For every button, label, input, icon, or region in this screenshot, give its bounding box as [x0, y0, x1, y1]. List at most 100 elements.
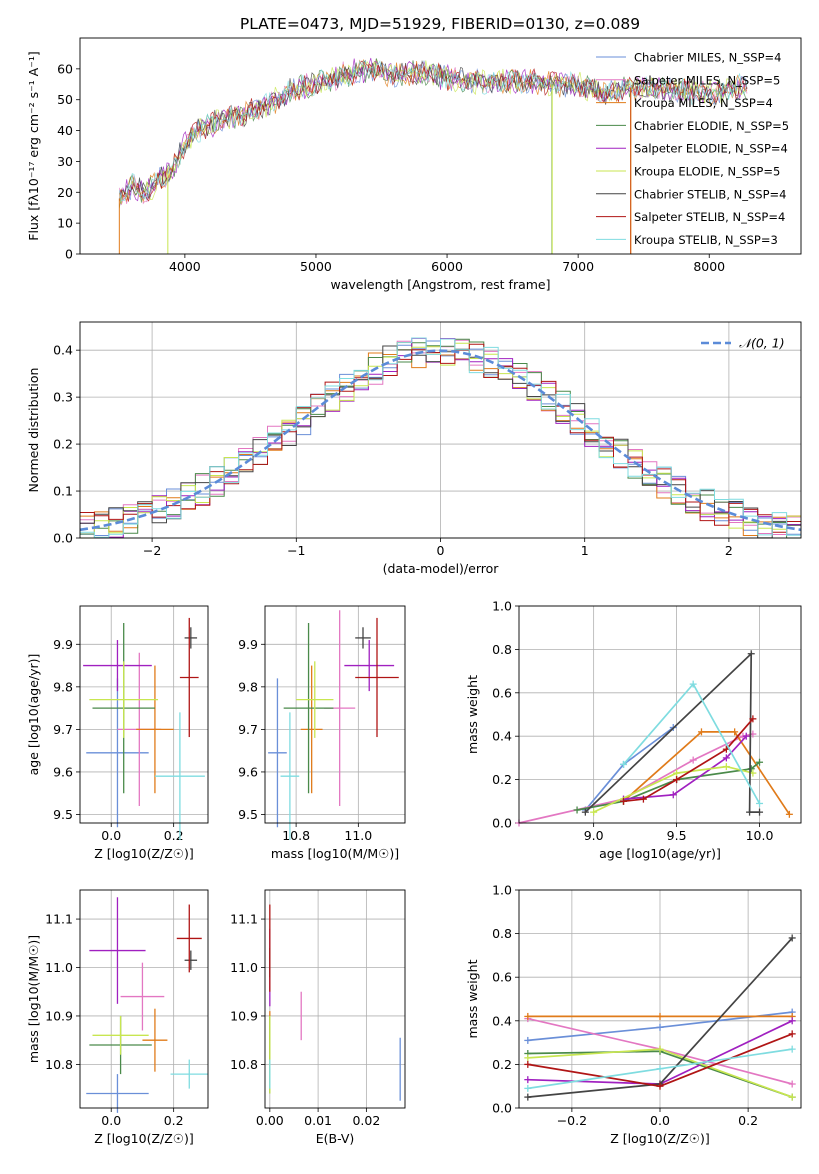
- y-tick-label: 0: [65, 247, 73, 262]
- y-axis-label: mass weight: [465, 675, 480, 754]
- x-tick-label: 10.0: [746, 828, 774, 843]
- y-axis-label: Normed distribution: [26, 368, 41, 493]
- x-axis-label: Z [log10(Z/Z☉)]: [610, 1131, 710, 1146]
- legend-label: Salpeter MILES, N_SSP=5: [634, 73, 780, 87]
- y-tick-label: 10.9: [230, 1008, 258, 1023]
- x-tick-label: 6000: [431, 259, 463, 274]
- y-tick-label: 20: [57, 185, 73, 200]
- spectrum-line: [118, 60, 748, 202]
- legend-label: Kroupa MILES, N_SSP=4: [634, 96, 773, 110]
- x-tick-label: 4000: [169, 259, 201, 274]
- x-tick-label: −1: [287, 543, 305, 558]
- y-tick-label: 10.9: [45, 1008, 73, 1023]
- x-axis-label: mass [log10(M/M☉)]: [271, 846, 399, 861]
- y-tick-label: 50: [57, 92, 73, 107]
- y-tick-label: 0.2: [53, 437, 73, 452]
- y-tick-label: 0.8: [492, 926, 512, 941]
- x-tick-label: −0.2: [557, 1113, 587, 1128]
- figure-title: PLATE=0473, MJD=51929, FIBERID=0130, z=0…: [240, 15, 640, 33]
- legend-label: Kroupa STELIB, N_SSP=3: [634, 233, 778, 247]
- y-tick-label: 9.7: [238, 722, 258, 737]
- normal-curve: [79, 349, 802, 532]
- x-tick-label: 0.0: [101, 1113, 121, 1128]
- y-tick-label: 9.7: [53, 722, 73, 737]
- spectrum-line: [118, 59, 748, 202]
- x-tick-label: 0.0: [650, 1113, 670, 1128]
- legend-label: 𝒩(0, 1): [739, 336, 785, 351]
- y-tick-label: 0.4: [492, 729, 512, 744]
- age-vs-metallicity-panel: 0.0 0.2 9.5 9.6 9.7 9.8 9.9 Z [log10(Z/Z☉)] age …: [26, 605, 209, 861]
- series-line: [518, 733, 754, 824]
- x-tick-label: 5000: [300, 259, 332, 274]
- y-tick-label: 0.0: [53, 531, 73, 546]
- y-tick-label: 9.6: [238, 764, 258, 779]
- x-axis-label: (data-model)/error: [383, 561, 500, 576]
- y-tick-label: 10.8: [230, 1057, 258, 1072]
- y-tick-label: 0.0: [492, 1101, 512, 1116]
- y-tick-label: 9.8: [238, 679, 258, 694]
- y-tick-label: 9.9: [238, 637, 258, 652]
- x-tick-label: 2: [725, 543, 733, 558]
- x-tick-label: 11.0: [344, 828, 372, 843]
- spectrum-panel: 4000 5000 6000 7000 8000 0 10 20 30 40 50 60 wavelen…: [26, 37, 802, 292]
- spectrum-line: [118, 61, 748, 206]
- y-tick-label: 60: [57, 61, 73, 76]
- y-tick-label: 11.1: [230, 912, 258, 927]
- x-tick-label: 1: [581, 543, 589, 558]
- x-tick-label: 9.5: [667, 828, 687, 843]
- y-tick-label: 10: [57, 216, 73, 231]
- y-tick-label: 0.1: [53, 484, 73, 499]
- y-axis-label: age [log10(age/yr)]: [26, 654, 41, 776]
- y-tick-label: 1.0: [492, 599, 512, 614]
- x-axis-label: wavelength [Angstrom, rest frame]: [330, 277, 550, 292]
- legend-label: Salpeter STELIB, N_SSP=4: [634, 210, 785, 224]
- x-tick-label: 0.02: [352, 1113, 380, 1128]
- y-tick-label: 0.3: [53, 390, 73, 405]
- y-tick-label: 30: [57, 154, 73, 169]
- y-tick-label: 10.8: [45, 1057, 73, 1072]
- mass-vs-metallicity-panel: 0.0 0.2 10.8 10.9 11.0 11.1 Z [log10(Z/Z☉)] mas…: [26, 889, 209, 1146]
- spectrum-line: [118, 57, 748, 205]
- y-tick-label: 11.0: [45, 960, 73, 975]
- axes-frame: [518, 889, 802, 1109]
- x-tick-label: 0.00: [256, 1113, 284, 1128]
- axes-frame: [264, 889, 406, 1109]
- x-tick-label: 0.01: [304, 1113, 332, 1128]
- age-vs-mass-panel: 10.8 11.0 9.5 9.6 9.7 9.8 9.9 mass [log10(M/M☉)…: [238, 605, 406, 861]
- x-tick-label: 8000: [693, 259, 725, 274]
- x-tick-label: 0.2: [738, 1113, 758, 1128]
- x-tick-label: 0: [437, 543, 445, 558]
- legend-label: Chabrier ELODIE, N_SSP=5: [634, 119, 789, 133]
- series-line: [622, 731, 791, 815]
- x-axis-label: Z [log10(Z/Z☉)]: [94, 846, 194, 861]
- x-axis-label: E(B-V): [316, 1131, 355, 1146]
- histogram-step: [80, 343, 801, 533]
- y-tick-label: 0.6: [492, 685, 512, 700]
- y-tick-label: 0.2: [492, 772, 512, 787]
- x-tick-label: 0.0: [101, 828, 121, 843]
- mass-weight-vs-metallicity-panel: −0.2 0.0 0.2 0.0 0.2 0.4 0.6 0.8 1.0 Z [log10(Z/Z…: [465, 883, 802, 1146]
- x-tick-label: −2: [143, 543, 161, 558]
- x-tick-label: 0.2: [164, 828, 184, 843]
- y-tick-label: 9.6: [53, 764, 73, 779]
- y-tick-label: 11.0: [230, 960, 258, 975]
- legend-label: Salpeter ELODIE, N_SSP=4: [634, 142, 788, 156]
- residual-histogram-panel: −2 −1 0 1 2 0.0 0.1 0.2 0.3 0.4 (data-model)/error…: [26, 321, 802, 576]
- x-tick-label: 0.2: [164, 1113, 184, 1128]
- y-tick-label: 0.8: [492, 642, 512, 657]
- mass-weight-vs-age-panel: 9.0 9.5 10.0 0.0 0.2 0.4 0.6 0.8 1.0 age [log10(a…: [465, 599, 802, 861]
- series-line: [584, 651, 760, 813]
- y-tick-label: 9.9: [53, 637, 73, 652]
- legend-label: Chabrier MILES, N_SSP=4: [634, 51, 781, 65]
- axes-frame: [518, 605, 802, 824]
- x-tick-label: 7000: [562, 259, 594, 274]
- axes-frame: [79, 321, 802, 539]
- y-axis-label: mass [log10(M/M☉)]: [26, 935, 41, 1063]
- y-tick-label: 11.1: [45, 912, 73, 927]
- y-axis-label: mass weight: [465, 959, 480, 1038]
- legend-label: Chabrier STELIB, N_SSP=4: [634, 187, 786, 201]
- y-tick-label: 9.8: [53, 679, 73, 694]
- y-tick-label: 0.0: [492, 816, 512, 831]
- y-tick-label: 9.5: [238, 807, 258, 822]
- y-tick-label: 0.4: [492, 1013, 512, 1028]
